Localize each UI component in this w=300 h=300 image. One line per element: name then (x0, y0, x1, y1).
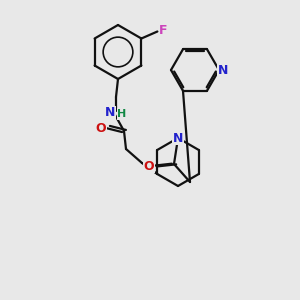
Text: O: O (144, 160, 154, 172)
Text: N: N (218, 64, 228, 76)
Text: F: F (159, 24, 168, 37)
Text: N: N (173, 131, 183, 145)
Text: O: O (96, 122, 106, 134)
Text: H: H (117, 109, 127, 119)
Text: N: N (105, 106, 115, 119)
